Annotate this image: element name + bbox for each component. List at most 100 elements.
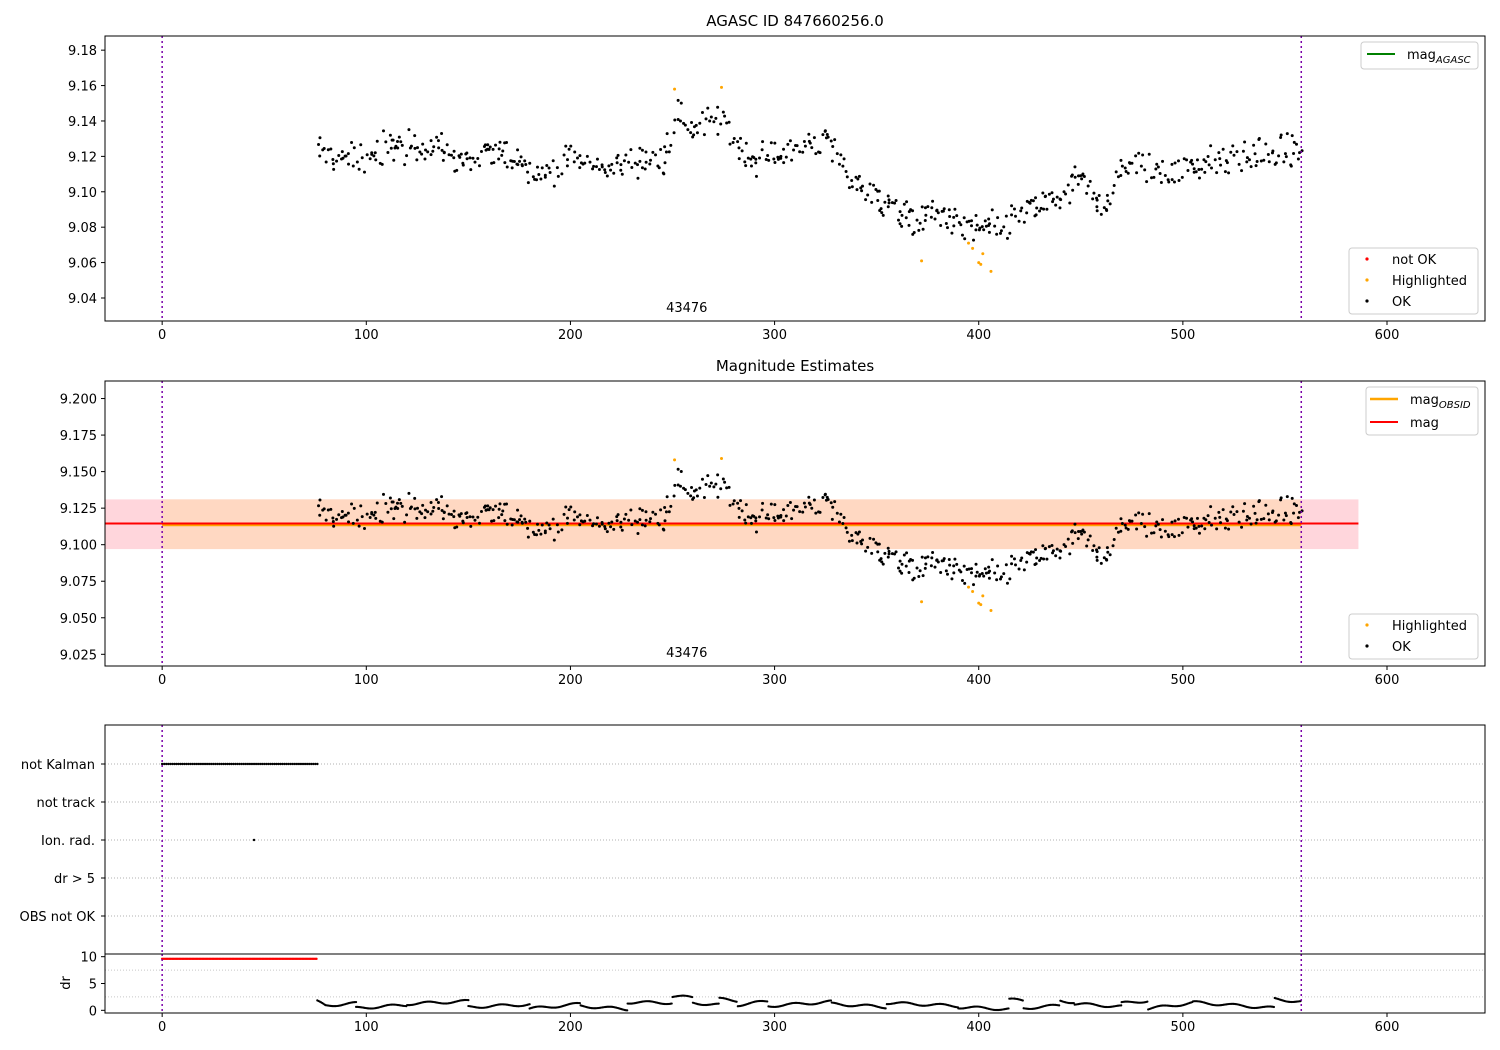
data-point-ok bbox=[1045, 557, 1049, 561]
flag-point bbox=[297, 762, 301, 766]
data-point-ok bbox=[610, 162, 614, 166]
data-point-ok bbox=[445, 504, 449, 508]
flag-point bbox=[181, 762, 184, 766]
data-point-ok bbox=[1070, 530, 1074, 534]
data-point-ok bbox=[500, 153, 504, 157]
data-point-ok bbox=[939, 571, 943, 575]
data-point-ok bbox=[902, 202, 906, 206]
data-point-ok bbox=[619, 168, 623, 172]
data-point-ok bbox=[678, 484, 682, 488]
data-point-ok bbox=[1126, 527, 1130, 531]
data-point-ok bbox=[930, 556, 934, 560]
data-point-ok bbox=[803, 505, 807, 509]
data-point-ok bbox=[1119, 529, 1123, 533]
data-point-ok bbox=[426, 150, 430, 154]
data-point-ok bbox=[605, 530, 609, 534]
data-point-ok bbox=[1068, 201, 1072, 205]
data-point-ok bbox=[1002, 572, 1006, 576]
data-point-ok bbox=[860, 189, 864, 193]
data-point-ok bbox=[1219, 163, 1223, 167]
data-point-ok bbox=[1099, 212, 1103, 216]
data-point-highlighted bbox=[967, 585, 971, 589]
data-point-ok bbox=[850, 185, 854, 189]
data-point-ok bbox=[861, 538, 865, 542]
data-point-ok bbox=[512, 160, 516, 164]
data-point-ok bbox=[526, 535, 530, 539]
data-point-ok bbox=[1081, 528, 1085, 532]
data-point-highlighted bbox=[979, 262, 983, 266]
data-point-ok bbox=[1005, 236, 1009, 240]
data-point-ok bbox=[657, 523, 661, 527]
data-point-ok bbox=[907, 559, 911, 563]
data-point-ok bbox=[389, 507, 393, 511]
data-point-ok bbox=[1279, 133, 1283, 137]
panel-title: AGASC ID 847660256.0 bbox=[706, 12, 884, 30]
data-point-ok bbox=[743, 518, 747, 522]
data-point-ok bbox=[322, 507, 326, 511]
data-point-ok bbox=[1197, 176, 1201, 180]
x-tick-label: 400 bbox=[966, 328, 991, 343]
flag-point bbox=[238, 762, 241, 766]
data-point-ok bbox=[962, 216, 966, 220]
data-point-ok bbox=[560, 528, 564, 532]
data-point-ok bbox=[886, 205, 890, 209]
data-point-ok bbox=[737, 157, 741, 161]
data-point-ok bbox=[1186, 525, 1190, 529]
data-point-ok bbox=[987, 217, 991, 221]
data-point-ok bbox=[708, 119, 712, 123]
flag-point bbox=[165, 762, 168, 766]
flag-point bbox=[175, 762, 178, 766]
data-point-ok bbox=[1088, 179, 1092, 183]
data-point-ok bbox=[1253, 511, 1257, 515]
plot-frame bbox=[104, 380, 1486, 667]
data-point-ok bbox=[761, 501, 765, 505]
dr-point bbox=[1272, 1005, 1276, 1009]
data-point-ok bbox=[1091, 197, 1095, 201]
data-point-ok bbox=[1039, 556, 1043, 560]
data-point-ok bbox=[1232, 153, 1236, 157]
data-point-ok bbox=[1043, 194, 1047, 198]
y-axis: 9.025 9.050 9.075 9.100 9.125 9.150 9.175 9.200 bbox=[60, 393, 105, 663]
data-point-ok bbox=[465, 157, 469, 161]
flag-point bbox=[169, 762, 172, 766]
data-point-ok bbox=[830, 517, 834, 521]
data-point-ok bbox=[552, 184, 556, 188]
data-point-ok bbox=[622, 517, 626, 521]
data-point-ok bbox=[883, 200, 887, 204]
data-point-ok bbox=[500, 513, 504, 517]
flag-point bbox=[248, 762, 252, 766]
data-point-ok bbox=[898, 222, 902, 226]
data-point-ok bbox=[1137, 511, 1141, 515]
data-point-ok bbox=[535, 522, 539, 526]
data-point-highlighted bbox=[981, 252, 985, 256]
data-point-ok bbox=[1172, 535, 1176, 539]
data-point-ok bbox=[1245, 156, 1249, 160]
data-point-ok bbox=[648, 520, 652, 524]
data-point-ok bbox=[933, 565, 937, 569]
data-point-ok bbox=[1271, 509, 1275, 513]
data-point-ok bbox=[1108, 553, 1112, 557]
data-point-ok bbox=[1292, 511, 1296, 515]
data-point-ok bbox=[452, 156, 456, 160]
flag-label: not Kalman bbox=[21, 758, 95, 773]
data-point-ok bbox=[615, 519, 619, 523]
data-point-ok bbox=[392, 158, 396, 162]
flag-point bbox=[218, 762, 221, 766]
data-point-ok bbox=[420, 152, 424, 156]
data-point-ok bbox=[1154, 524, 1158, 528]
data-point-ok bbox=[1252, 143, 1256, 147]
data-point-ok bbox=[1249, 165, 1253, 169]
data-point-ok bbox=[880, 211, 884, 215]
dr-point bbox=[1021, 999, 1024, 1002]
data-point-ok bbox=[415, 146, 419, 150]
flag-point bbox=[183, 762, 186, 766]
dr-point bbox=[1120, 1004, 1123, 1007]
data-point-ok bbox=[704, 117, 708, 121]
data-point-ok bbox=[679, 470, 683, 474]
data-point-ok bbox=[887, 201, 891, 205]
flag-point bbox=[256, 762, 260, 766]
data-point-ok bbox=[609, 525, 613, 529]
data-point-ok bbox=[746, 156, 750, 160]
data-point-ok bbox=[886, 555, 890, 559]
data-point-ok bbox=[974, 562, 978, 566]
